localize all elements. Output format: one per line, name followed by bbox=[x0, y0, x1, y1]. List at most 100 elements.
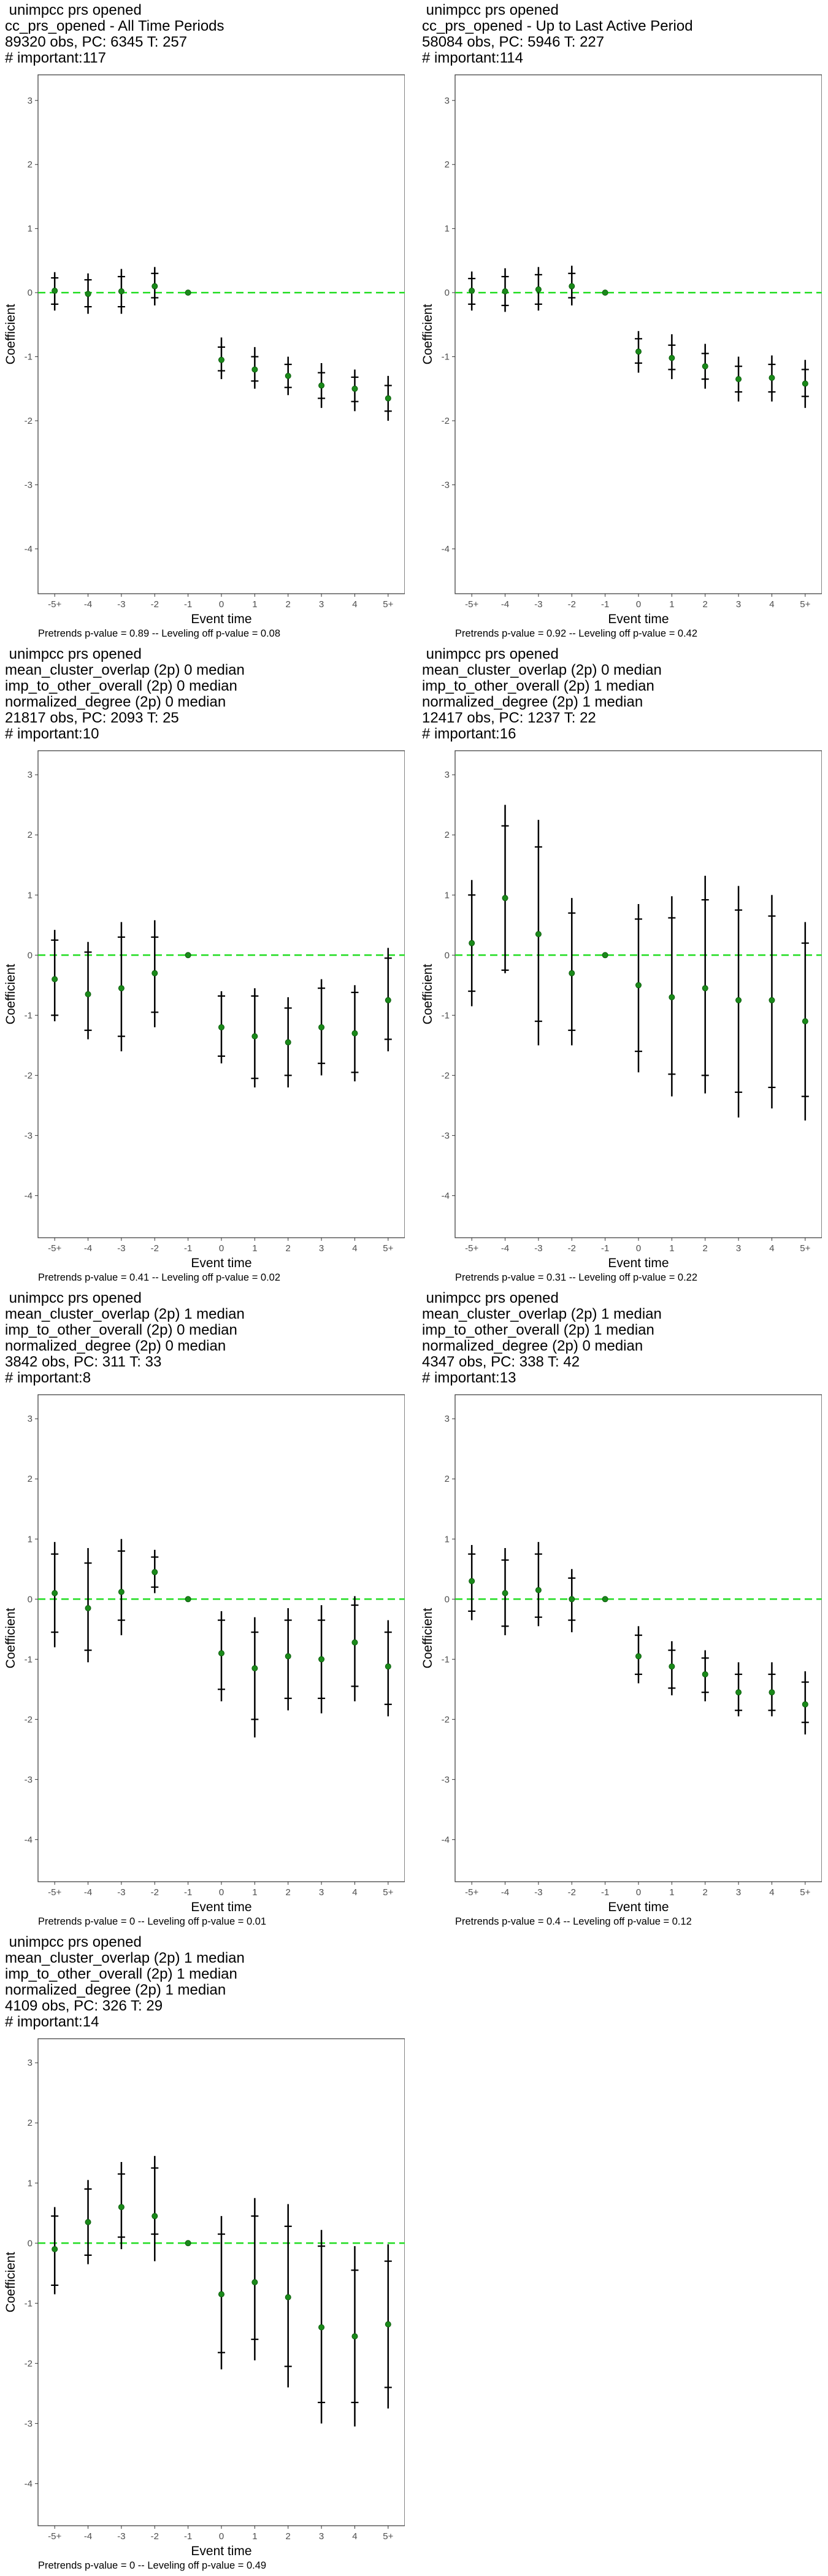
p-value-footnote: Pretrends p-value = 0.4 -- Leveling off … bbox=[455, 1916, 692, 1927]
chart-title-line: unimpcc prs opened bbox=[422, 2, 559, 18]
coefficient-point bbox=[52, 2246, 58, 2253]
coefficient-point bbox=[351, 1030, 358, 1037]
x-tick-label: 2 bbox=[703, 599, 708, 610]
chart-title-line: mean_cluster_overlap (2p) 1 median bbox=[5, 1306, 245, 1322]
x-tick-label: -1 bbox=[601, 1243, 609, 1254]
y-tick-label: 0 bbox=[445, 1594, 450, 1604]
y-tick-label: -4 bbox=[25, 2478, 33, 2489]
chart-title: unimpcc prs opened cc_prs_opened - Up to … bbox=[422, 2, 693, 66]
coefficient-point bbox=[318, 2324, 325, 2331]
coefficient-plot: 3 2 1 0 -1 -2 -3 -4 -5+ -4 -3 -2 -1 0 1 2 3 4 5+ Event time… bbox=[4, 750, 405, 1270]
coefficient-point bbox=[535, 930, 542, 937]
x-tick-label: -4 bbox=[84, 2531, 92, 2542]
x-tick-label: 4 bbox=[352, 599, 357, 610]
y-axis-label: Coefficient bbox=[4, 1608, 18, 1668]
x-tick-label: 3 bbox=[736, 1887, 741, 1898]
x-tick-label: 1 bbox=[669, 1243, 674, 1254]
x-axis-label: Event time bbox=[191, 612, 251, 626]
coefficient-point bbox=[635, 982, 642, 989]
coefficient-point bbox=[251, 2279, 258, 2285]
x-tick-label: -5+ bbox=[48, 1243, 61, 1254]
y-tick-label: 1 bbox=[445, 890, 450, 900]
y-tick-label: 2 bbox=[445, 159, 450, 170]
y-tick-label: 0 bbox=[28, 288, 33, 298]
coefficient-point bbox=[318, 1656, 325, 1663]
coefficient-point bbox=[351, 385, 358, 392]
coefficient-point bbox=[385, 997, 391, 1003]
chart-title-line: normalized_degree (2p) 0 median bbox=[5, 1338, 226, 1354]
coefficient-point bbox=[635, 1653, 642, 1660]
x-tick-label: -1 bbox=[184, 599, 192, 610]
x-tick-label: 1 bbox=[252, 1887, 257, 1898]
y-tick-label: 0 bbox=[28, 950, 33, 960]
chart-title-line: # important:16 bbox=[422, 726, 516, 742]
chart-title-line: unimpcc prs opened bbox=[422, 646, 559, 662]
p-value-footnote: Pretrends p-value = 0 -- Leveling off p-… bbox=[38, 1916, 267, 1927]
y-tick-label: -3 bbox=[442, 480, 450, 490]
y-tick-label: 1 bbox=[445, 1534, 450, 1544]
y-tick-label: 0 bbox=[445, 950, 450, 960]
y-tick-label: 2 bbox=[28, 1474, 33, 1484]
y-tick-label: 0 bbox=[28, 2238, 33, 2248]
coefficient-point bbox=[802, 1018, 808, 1025]
chart-title-line: 3842 obs, PC: 311 T: 33 bbox=[5, 1354, 162, 1370]
x-tick-label: -2 bbox=[151, 1887, 159, 1898]
x-tick-label: -4 bbox=[84, 1887, 92, 1898]
x-tick-label: 2 bbox=[703, 1243, 708, 1254]
x-tick-label: -3 bbox=[534, 1243, 542, 1254]
coefficient-point bbox=[769, 997, 775, 1003]
x-tick-label: -5+ bbox=[48, 2531, 61, 2542]
x-tick-label: 3 bbox=[736, 599, 741, 610]
y-tick-label: 0 bbox=[445, 288, 450, 298]
chart-title-line: # important:14 bbox=[5, 2014, 99, 2030]
coefficient-point bbox=[285, 372, 291, 379]
x-tick-label: 3 bbox=[736, 1243, 741, 1254]
x-tick-label: 2 bbox=[286, 1887, 291, 1898]
coefficient-point bbox=[185, 1596, 191, 1603]
x-tick-label: 1 bbox=[252, 599, 257, 610]
chart-title: unimpcc prs opened mean_cluster_overlap (… bbox=[422, 1290, 662, 1386]
coefficient-point bbox=[502, 288, 508, 295]
y-tick-label: 1 bbox=[28, 1534, 33, 1544]
y-tick-label: 2 bbox=[28, 159, 33, 170]
x-axis-label: Event time bbox=[191, 1900, 251, 1914]
x-axis-label: Event time bbox=[608, 1900, 669, 1914]
y-axis-label: Coefficient bbox=[4, 964, 18, 1024]
chart-panel-7: unimpcc prs opened mean_cluster_overlap (… bbox=[0, 1932, 405, 2571]
x-tick-label: 0 bbox=[219, 1887, 224, 1898]
x-tick-label: 0 bbox=[636, 1887, 641, 1898]
chart-title-line: mean_cluster_overlap (2p) 0 median bbox=[5, 662, 245, 678]
chart-panel-6: unimpcc prs opened mean_cluster_overlap (… bbox=[417, 1288, 822, 1927]
chart-title-line: normalized_degree (2p) 0 median bbox=[422, 1338, 643, 1354]
x-tick-label: 2 bbox=[703, 1887, 708, 1898]
x-tick-label: 3 bbox=[319, 1243, 324, 1254]
y-tick-label: -2 bbox=[25, 1070, 33, 1081]
y-tick-label: 3 bbox=[28, 770, 33, 780]
y-tick-label: -3 bbox=[25, 2418, 33, 2429]
coefficient-point bbox=[351, 1639, 358, 1646]
y-tick-label: 2 bbox=[445, 1474, 450, 1484]
y-tick-label: -1 bbox=[442, 1654, 450, 1665]
chart-title-line: unimpcc prs opened bbox=[5, 2, 142, 18]
coefficient-point bbox=[669, 1663, 675, 1670]
x-tick-label: -4 bbox=[501, 599, 509, 610]
x-tick-label: 5+ bbox=[383, 1887, 393, 1898]
x-tick-label: 4 bbox=[352, 2531, 357, 2542]
x-tick-label: -3 bbox=[534, 1887, 542, 1898]
x-tick-label: -3 bbox=[117, 599, 125, 610]
y-tick-label: 3 bbox=[28, 96, 33, 106]
x-tick-label: -2 bbox=[151, 1243, 159, 1254]
chart-panel-1: unimpcc prs opened cc_prs_opened - All Ti… bbox=[0, 0, 405, 639]
chart-title-line: 4109 obs, PC: 326 T: 29 bbox=[5, 1998, 163, 2014]
x-tick-label: -1 bbox=[184, 1243, 192, 1254]
y-tick-label: -4 bbox=[442, 544, 450, 554]
y-tick-label: 3 bbox=[445, 770, 450, 780]
x-tick-label: 5+ bbox=[800, 1887, 810, 1898]
coefficient-point bbox=[669, 355, 675, 361]
y-tick-label: -2 bbox=[442, 1714, 450, 1725]
chart-title-line: 58084 obs, PC: 5946 T: 227 bbox=[422, 34, 605, 50]
x-tick-label: 5+ bbox=[383, 2531, 393, 2542]
x-tick-label: 4 bbox=[769, 599, 774, 610]
x-tick-label: -1 bbox=[184, 2531, 192, 2542]
coefficient-point bbox=[602, 289, 608, 296]
